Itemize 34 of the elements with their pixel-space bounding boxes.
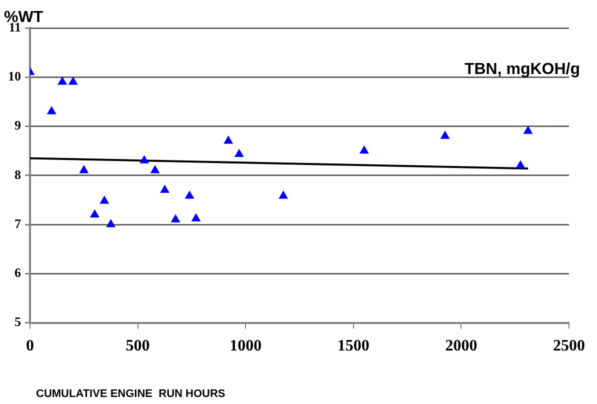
x-tick-label: 500 <box>126 338 150 355</box>
point <box>106 220 116 228</box>
x-tick-label: 1500 <box>337 338 370 355</box>
point <box>90 210 100 218</box>
y-tick-label: 7 <box>14 216 22 231</box>
x-tick-label: 0 <box>26 338 34 355</box>
point <box>234 149 244 158</box>
point <box>278 191 288 199</box>
point <box>524 126 532 134</box>
y-tick-label: 9 <box>14 118 22 133</box>
annotation: TBN, mgKOH/g <box>464 61 580 78</box>
point <box>360 146 369 154</box>
x-tick-label: 2000 <box>445 338 478 355</box>
x-tick-label: 2500 <box>553 338 585 355</box>
y-tick-label: 10 <box>8 68 21 84</box>
point <box>160 185 170 193</box>
x-tick-label: 1000 <box>230 338 262 355</box>
point <box>68 77 78 85</box>
y-tick-label: 5 <box>14 314 22 330</box>
point <box>516 160 525 168</box>
y-tick-label: 6 <box>14 265 22 280</box>
point <box>192 214 200 222</box>
point <box>80 165 88 174</box>
point <box>58 77 67 85</box>
point <box>440 131 450 139</box>
point <box>47 106 56 114</box>
point <box>171 214 180 222</box>
x-axis-title: CUMULATIVE ENGINE RUN HOURS <box>36 388 226 400</box>
point <box>150 165 160 174</box>
point <box>140 156 149 164</box>
point <box>185 191 194 199</box>
y-tick-label: 8 <box>14 166 22 182</box>
point <box>100 196 109 204</box>
point <box>224 136 233 144</box>
